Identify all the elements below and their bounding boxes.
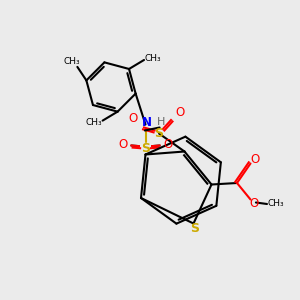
Text: O: O [118, 137, 127, 151]
Text: O: O [176, 106, 184, 119]
Text: O: O [129, 112, 138, 125]
Text: S: S [141, 142, 150, 155]
Text: N: N [142, 116, 152, 129]
Text: O: O [164, 137, 172, 151]
Text: CH₃: CH₃ [144, 54, 161, 63]
Text: H: H [157, 117, 165, 128]
Text: S: S [190, 222, 200, 236]
Text: CH₃: CH₃ [63, 57, 80, 66]
Text: O: O [250, 153, 260, 167]
Text: O: O [250, 196, 259, 210]
Text: CH₃: CH₃ [267, 200, 284, 208]
Text: S: S [154, 127, 164, 140]
Text: CH₃: CH₃ [86, 118, 103, 127]
